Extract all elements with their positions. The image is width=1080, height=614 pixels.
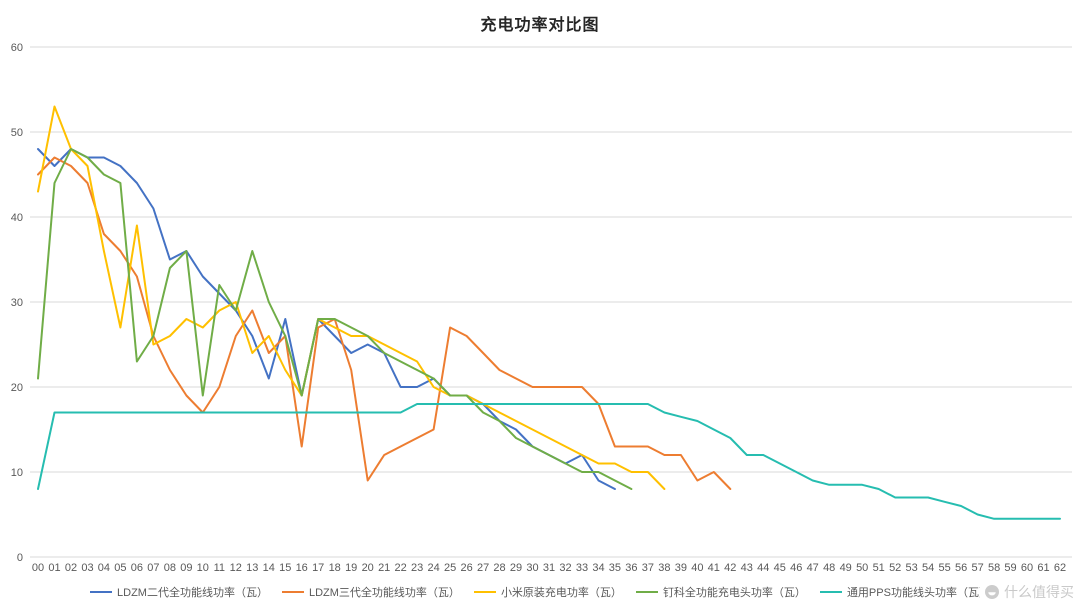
x-axis-tick-label: 34: [592, 562, 604, 574]
series-line: [37, 403, 1061, 520]
y-axis-tick-label: 60: [11, 42, 23, 54]
legend-line-swatch: [473, 591, 496, 593]
legend-label: 通用PPS功能线头功率（瓦）: [846, 587, 990, 599]
x-axis-tick-label: 10: [197, 562, 209, 574]
x-axis-tick-label: 28: [493, 562, 505, 574]
x-axis-tick-label: 25: [444, 562, 456, 574]
x-axis-tick-label: 57: [971, 562, 983, 574]
x-axis-tick-label: 36: [625, 562, 637, 574]
x-axis-tick-label: 24: [427, 562, 439, 574]
x-axis-tick-label: 30: [526, 562, 538, 574]
x-axis-tick-label: 21: [378, 562, 390, 574]
series-line: [37, 156, 732, 490]
x-axis-tick-label: 60: [1021, 562, 1033, 574]
y-axis-tick-label: 20: [11, 382, 23, 394]
x-axis-tick-label: 51: [873, 562, 885, 574]
series-line: [37, 148, 633, 490]
x-axis-tick-label: 13: [246, 562, 258, 574]
x-axis-tick-label: 03: [81, 562, 93, 574]
x-axis-tick-label: 37: [642, 562, 654, 574]
x-axis-tick-label: 08: [164, 562, 176, 574]
x-axis-tick-label: 17: [312, 562, 324, 574]
x-axis-tick-label: 47: [807, 562, 819, 574]
x-axis-tick-label: 27: [477, 562, 489, 574]
x-axis-tick-label: 55: [938, 562, 950, 574]
x-axis-tick-label: 40: [691, 562, 703, 574]
legend-line-swatch: [281, 591, 304, 593]
x-axis-tick-label: 01: [48, 562, 60, 574]
legend-label: 小米原装充电功率（瓦）: [500, 587, 622, 599]
legend-item: LDZM三代全功能线功率（瓦）: [281, 584, 460, 600]
series-line: [37, 105, 666, 490]
x-axis-tick-label: 56: [955, 562, 967, 574]
watermark: 什么值得买: [980, 581, 1074, 603]
legend: LDZM二代全功能线功率（瓦） LDZM三代全功能线功率（瓦） 小米原装充电功率（瓦…: [0, 584, 1080, 600]
smzdm-logo-icon: [984, 584, 1000, 600]
x-axis-tick-label: 46: [790, 562, 802, 574]
x-axis-tick-label: 61: [1037, 562, 1049, 574]
y-axis-tick-label: 50: [11, 127, 23, 139]
x-axis-tick-label: 59: [1004, 562, 1016, 574]
x-axis-tick-label: 15: [279, 562, 291, 574]
watermark-text: 什么值得买: [1004, 584, 1074, 600]
legend-line-swatch: [635, 591, 658, 593]
y-axis-tick-label: 10: [11, 467, 23, 479]
legend-label: 钉科全功能充电头功率（瓦）: [662, 587, 806, 599]
x-axis-tick-label: 23: [411, 562, 423, 574]
x-axis-tick-label: 39: [675, 562, 687, 574]
legend-item: 钉科全功能充电头功率（瓦）: [635, 584, 806, 600]
legend-item: 小米原装充电功率（瓦）: [473, 584, 622, 600]
x-axis-tick-label: 07: [147, 562, 159, 574]
x-axis-tick-label: 06: [131, 562, 143, 574]
legend-label: LDZM三代全功能线功率（瓦）: [308, 587, 460, 599]
x-axis-tick-label: 29: [510, 562, 522, 574]
x-axis-tick-label: 58: [988, 562, 1000, 574]
x-axis-tick-label: 19: [345, 562, 357, 574]
x-axis-tick-label: 31: [543, 562, 555, 574]
x-axis-tick-label: 04: [98, 562, 110, 574]
x-axis-tick-label: 18: [329, 562, 341, 574]
x-axis-tick-label: 48: [823, 562, 835, 574]
x-axis-tick-label: 42: [724, 562, 736, 574]
x-axis-tick-label: 53: [905, 562, 917, 574]
x-axis-tick-label: 45: [774, 562, 786, 574]
x-axis-tick-label: 22: [394, 562, 406, 574]
x-axis-tick-label: 26: [460, 562, 472, 574]
y-axis-tick-label: 0: [17, 552, 23, 564]
x-axis-tick-label: 38: [658, 562, 670, 574]
x-axis-tick-label: 41: [708, 562, 720, 574]
x-axis-tick-label: 11: [214, 562, 225, 574]
x-axis-tick-label: 09: [180, 562, 192, 574]
x-axis-tick-label: 50: [856, 562, 868, 574]
legend-item: 通用PPS功能线头功率（瓦）: [819, 584, 990, 600]
legend-line-swatch: [90, 591, 113, 593]
x-axis-tick-label: 33: [576, 562, 588, 574]
x-axis-tick-label: 16: [296, 562, 308, 574]
x-axis-tick-label: 20: [362, 562, 374, 574]
legend-label: LDZM二代全功能线功率（瓦）: [117, 587, 268, 599]
x-axis-tick-label: 62: [1054, 562, 1066, 574]
legend-line-swatch: [819, 591, 842, 593]
x-axis-tick-label: 00: [32, 562, 44, 574]
chart-title: 充电功率对比图: [480, 17, 600, 34]
legend-item: LDZM二代全功能线功率（瓦）: [90, 584, 268, 600]
x-axis-tick-label: 32: [559, 562, 571, 574]
x-axis-tick-label: 49: [840, 562, 852, 574]
x-axis-tick-label: 02: [65, 562, 77, 574]
x-axis-tick-label: 12: [230, 562, 242, 574]
x-axis-tick-label: 44: [757, 562, 769, 574]
x-axis-tick-label: 35: [609, 562, 621, 574]
series-line: [37, 148, 616, 490]
x-axis-tick-label: 05: [114, 562, 126, 574]
x-axis-tick-label: 14: [263, 562, 275, 574]
x-axis-tick-label: 52: [889, 562, 901, 574]
x-axis-tick-label: 54: [922, 562, 934, 574]
y-axis-tick-label: 40: [11, 212, 23, 224]
x-axis-tick-label: 43: [741, 562, 753, 574]
y-axis-tick-label: 30: [11, 297, 23, 309]
